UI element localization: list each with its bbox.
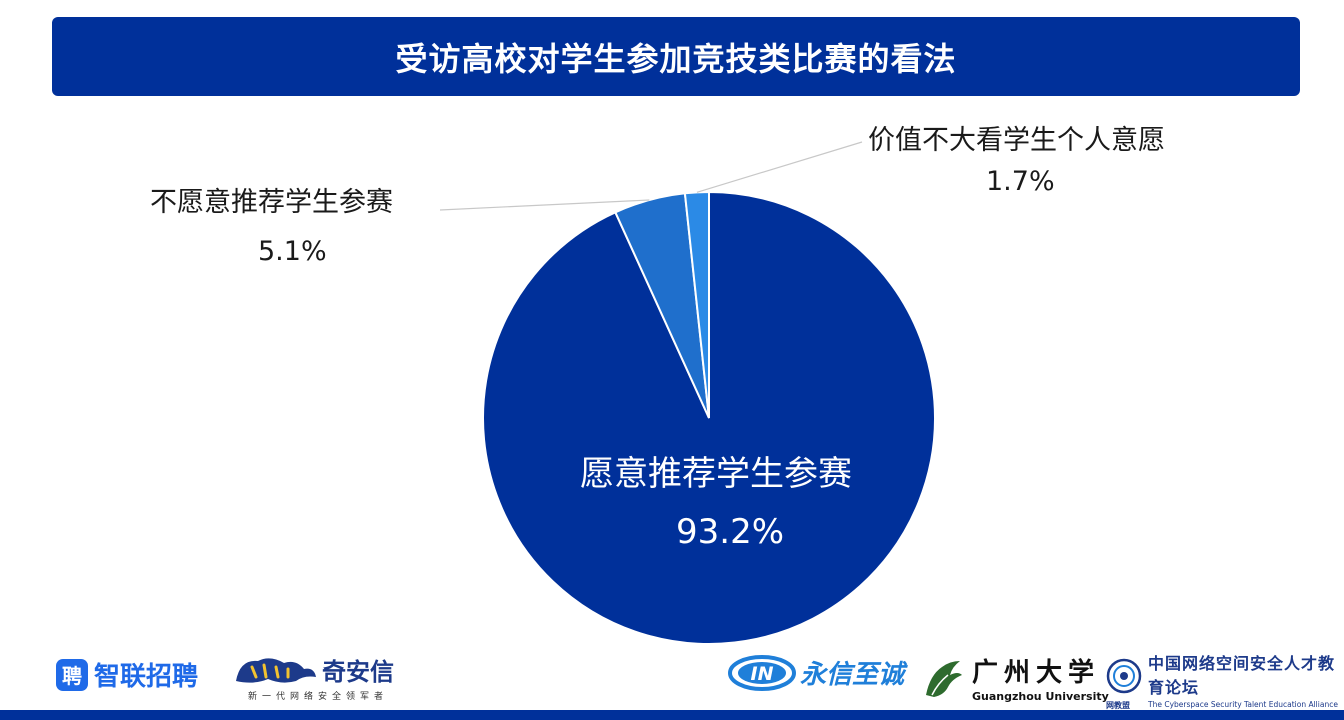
alliance-emblem-icon <box>1106 658 1142 694</box>
title-bar: 受访高校对学生参加竞技类比赛的看法 <box>52 17 1300 96</box>
yongxin-logo: IN 永信至诚 <box>728 654 904 691</box>
slice-value-not-recommend: 5.1% <box>258 236 327 267</box>
slice-value-recommend: 93.2% <box>676 512 785 552</box>
alliance-name-cn: 中国网络空间安全人才教育论坛 <box>1148 654 1336 697</box>
slice-label-recommend: 愿意推荐学生参赛 <box>580 454 852 494</box>
zhilian-logo: 聘 智联招聘 <box>56 656 198 693</box>
leader-line-personal-choice <box>696 141 863 193</box>
slice-value-personal-choice: 1.7% <box>986 166 1055 197</box>
gzu-name-cn: 广州大学 <box>972 658 1101 688</box>
zhilian-badge-icon: 聘 <box>56 658 88 691</box>
qianxin-slogan: 新一代网络安全领军者 <box>248 692 389 702</box>
slice-label-not-recommend: 不愿意推荐学生参赛 <box>150 187 393 218</box>
gzu-logo: 广州大学 Guangzhou University <box>920 652 1109 703</box>
leader-line-not-recommend <box>439 199 650 211</box>
footer-bar <box>0 710 1344 720</box>
gzu-emblem-icon <box>926 660 962 697</box>
qianxin-logo: 奇安信 新一代网络安全领军者 <box>234 652 394 702</box>
alliance-tag: 网教盟 <box>1106 701 1130 710</box>
zhilian-text: 智联招聘 <box>94 662 199 692</box>
slice-label-personal-choice: 价值不大看学生个人意愿 <box>868 125 1165 156</box>
qianxin-tiger-icon <box>236 657 316 683</box>
alliance-logo: 网教盟 中国网络空间安全人才教育论坛 The Cyberspace Securi… <box>1106 650 1338 718</box>
svg-text:IN: IN <box>751 663 774 685</box>
yongxin-text: 永信至诚 <box>800 660 905 690</box>
yongxin-in-icon: IN <box>728 654 796 691</box>
gzu-name-en: Guangzhou University <box>972 690 1109 703</box>
qianxin-text: 奇安信 <box>322 658 394 686</box>
chart-title: 受访高校对学生参加竞技类比赛的看法 <box>395 39 957 78</box>
